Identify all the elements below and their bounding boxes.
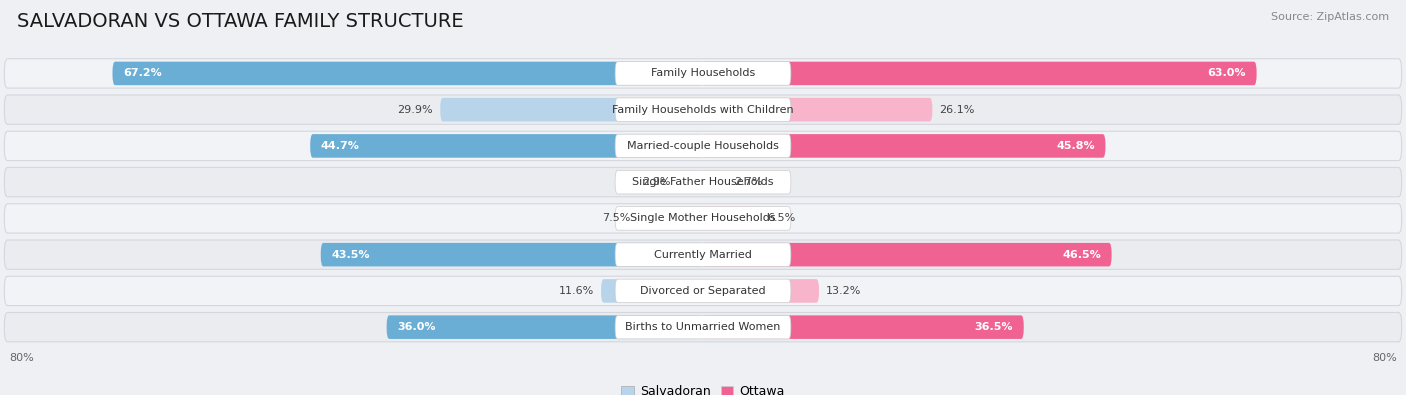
Text: 45.8%: 45.8% — [1056, 141, 1095, 151]
FancyBboxPatch shape — [4, 167, 1402, 197]
Text: 63.0%: 63.0% — [1208, 68, 1246, 79]
Text: 46.5%: 46.5% — [1063, 250, 1101, 260]
Text: Source: ZipAtlas.com: Source: ZipAtlas.com — [1271, 12, 1389, 22]
FancyBboxPatch shape — [703, 315, 1024, 339]
Text: 7.5%: 7.5% — [602, 213, 630, 224]
Text: 6.5%: 6.5% — [768, 213, 796, 224]
FancyBboxPatch shape — [703, 62, 1257, 85]
Text: 26.1%: 26.1% — [939, 105, 974, 115]
Text: Births to Unmarried Women: Births to Unmarried Women — [626, 322, 780, 332]
Text: Single Mother Households: Single Mother Households — [630, 213, 776, 224]
FancyBboxPatch shape — [4, 312, 1402, 342]
FancyBboxPatch shape — [616, 62, 790, 85]
Text: 36.5%: 36.5% — [974, 322, 1014, 332]
FancyBboxPatch shape — [616, 315, 790, 339]
Text: 2.7%: 2.7% — [734, 177, 762, 187]
FancyBboxPatch shape — [4, 131, 1402, 161]
Text: Family Households: Family Households — [651, 68, 755, 79]
FancyBboxPatch shape — [387, 315, 703, 339]
FancyBboxPatch shape — [440, 98, 703, 121]
Text: 11.6%: 11.6% — [558, 286, 595, 296]
Text: 67.2%: 67.2% — [122, 68, 162, 79]
FancyBboxPatch shape — [616, 279, 790, 303]
Text: Divorced or Separated: Divorced or Separated — [640, 286, 766, 296]
FancyBboxPatch shape — [4, 95, 1402, 124]
FancyBboxPatch shape — [616, 98, 790, 121]
Legend: Salvadoran, Ottawa: Salvadoran, Ottawa — [616, 380, 790, 395]
FancyBboxPatch shape — [4, 240, 1402, 269]
FancyBboxPatch shape — [4, 59, 1402, 88]
FancyBboxPatch shape — [703, 279, 818, 303]
FancyBboxPatch shape — [4, 276, 1402, 306]
FancyBboxPatch shape — [616, 243, 790, 267]
Text: SALVADORAN VS OTTAWA FAMILY STRUCTURE: SALVADORAN VS OTTAWA FAMILY STRUCTURE — [17, 12, 464, 31]
FancyBboxPatch shape — [703, 207, 761, 230]
FancyBboxPatch shape — [703, 243, 1112, 267]
FancyBboxPatch shape — [321, 243, 703, 267]
FancyBboxPatch shape — [703, 170, 727, 194]
Text: Married-couple Households: Married-couple Households — [627, 141, 779, 151]
Text: Currently Married: Currently Married — [654, 250, 752, 260]
Text: 13.2%: 13.2% — [827, 286, 862, 296]
FancyBboxPatch shape — [112, 62, 703, 85]
Text: 80%: 80% — [1372, 353, 1398, 363]
FancyBboxPatch shape — [703, 134, 1105, 158]
FancyBboxPatch shape — [637, 207, 703, 230]
FancyBboxPatch shape — [616, 207, 790, 230]
FancyBboxPatch shape — [616, 134, 790, 158]
Text: 80%: 80% — [8, 353, 34, 363]
FancyBboxPatch shape — [703, 98, 932, 121]
Text: 43.5%: 43.5% — [332, 250, 370, 260]
FancyBboxPatch shape — [616, 170, 790, 194]
FancyBboxPatch shape — [678, 170, 703, 194]
Text: 36.0%: 36.0% — [398, 322, 436, 332]
Text: Family Households with Children: Family Households with Children — [612, 105, 794, 115]
FancyBboxPatch shape — [311, 134, 703, 158]
Text: 44.7%: 44.7% — [321, 141, 360, 151]
Text: 29.9%: 29.9% — [398, 105, 433, 115]
Text: 2.9%: 2.9% — [643, 177, 671, 187]
FancyBboxPatch shape — [602, 279, 703, 303]
FancyBboxPatch shape — [4, 204, 1402, 233]
Text: Single Father Households: Single Father Households — [633, 177, 773, 187]
